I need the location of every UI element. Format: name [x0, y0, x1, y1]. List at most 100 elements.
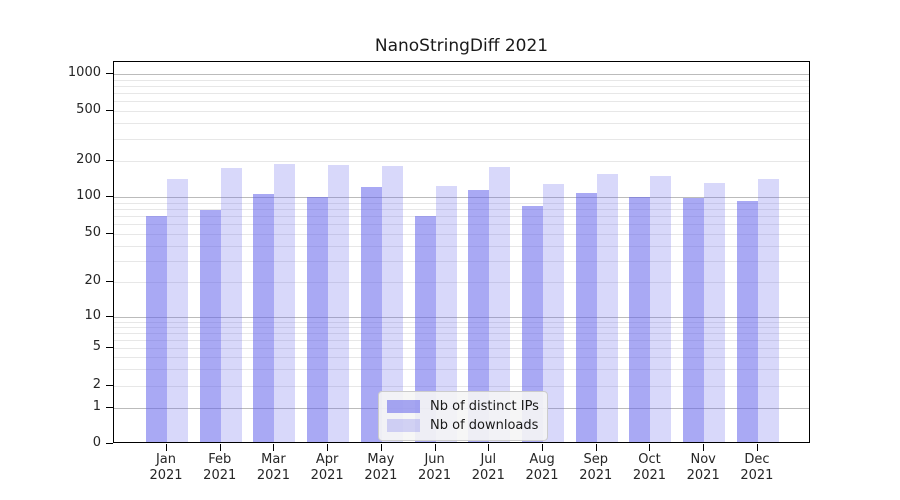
bar-distinct-ips-may: [360, 187, 382, 442]
gridline-minor-8: [114, 326, 809, 328]
month-year: 2021: [471, 468, 505, 483]
x-tick-label-mar: Mar 2021: [243, 452, 303, 484]
gridline-major-1000: [114, 74, 809, 75]
month-name: Aug: [529, 452, 555, 467]
x-tick-label-jul: Jul 2021: [458, 452, 518, 484]
y-tick-label-200: 200: [76, 152, 101, 167]
y-tick-mark-500: [106, 110, 113, 111]
month-year: 2021: [364, 468, 398, 483]
gridline-minor-80: [114, 208, 809, 210]
month-name: Jun: [424, 452, 445, 467]
x-tick-label-jan: Jan 2021: [136, 452, 196, 484]
y-tick-mark-20: [106, 281, 113, 282]
x-tick-mark-oct: [649, 444, 651, 451]
bar-downloads-feb: [220, 168, 242, 442]
gridline-major-100: [114, 197, 809, 198]
x-tick-mark-aug: [542, 444, 544, 451]
gridline-minor-400: [114, 123, 809, 125]
month-year: 2021: [149, 468, 183, 483]
month-year: 2021: [632, 468, 667, 483]
month-name: Mar: [261, 452, 286, 467]
month-name: Jan: [155, 452, 177, 467]
bar-distinct-ips-jul: [468, 190, 490, 442]
x-tick-mark-nov: [703, 444, 705, 451]
gridline-minor-200: [114, 161, 809, 162]
bar-distinct-ips-oct: [629, 196, 651, 442]
month-name: Sep: [583, 452, 608, 467]
y-tick-label-1000: 1000: [67, 65, 101, 80]
bar-downloads-mar: [274, 163, 296, 442]
gridline-minor-9: [114, 321, 809, 323]
gridline-minor-30: [114, 260, 809, 262]
y-tick-label-50: 50: [84, 225, 101, 240]
legend-swatch-distinct-ips: [387, 400, 420, 413]
month-name: Dec: [744, 452, 770, 467]
bar-distinct-ips-sep: [575, 192, 597, 442]
month-name: Feb: [208, 452, 232, 467]
month-name: Apr: [315, 452, 339, 467]
y-tick-label-20: 20: [84, 273, 101, 288]
bar-downloads-jul: [489, 167, 511, 442]
gridline-minor-2: [114, 386, 809, 387]
gridline-minor-7: [114, 332, 809, 334]
gridline-minor-5: [114, 348, 809, 349]
bar-downloads-jun: [435, 185, 457, 442]
month-year: 2021: [525, 468, 559, 483]
y-tick-mark-100: [106, 196, 113, 197]
bar-distinct-ips-apr: [307, 197, 329, 442]
bar-distinct-ips-mar: [253, 194, 275, 442]
y-tick-mark-10: [106, 316, 113, 317]
month-year: 2021: [740, 468, 774, 483]
gridline-minor-6: [114, 339, 809, 341]
x-tick-label-apr: Apr 2021: [297, 452, 357, 484]
x-tick-label-aug: Aug 2021: [512, 452, 572, 484]
legend-label-downloads: Nb of downloads: [430, 418, 539, 433]
y-tick-mark-0: [106, 443, 113, 444]
gridline-minor-800: [114, 85, 809, 87]
legend-label-distinct-ips: Nb of distinct IPs: [430, 399, 539, 414]
legend-row-downloads: Nb of downloads: [387, 416, 539, 435]
bar-distinct-ips-nov: [683, 198, 705, 442]
x-tick-mark-apr: [327, 444, 329, 451]
month-name: Nov: [690, 452, 716, 467]
y-tick-label-2: 2: [92, 377, 101, 392]
x-tick-label-feb: Feb 2021: [190, 452, 250, 484]
bar-downloads-aug: [543, 184, 565, 442]
bar-distinct-ips-jun: [414, 216, 436, 442]
bar-distinct-ips-feb: [199, 209, 221, 442]
x-tick-mark-jul: [488, 444, 490, 451]
month-year: 2021: [686, 468, 720, 483]
y-tick-mark-5: [106, 347, 113, 348]
x-tick-mark-sep: [595, 444, 597, 451]
gridline-minor-300: [114, 138, 809, 140]
y-tick-mark-50: [106, 233, 113, 234]
y-tick-mark-1: [106, 407, 113, 408]
bar-distinct-ips-jan: [146, 215, 167, 442]
bar-downloads-dec: [757, 179, 779, 442]
gridline-minor-3: [114, 369, 809, 371]
bar-downloads-oct: [650, 176, 672, 442]
month-name: Oct: [638, 452, 661, 467]
month-year: 2021: [203, 468, 237, 483]
x-tick-label-may: May 2021: [351, 452, 411, 484]
legend-swatch-downloads: [387, 419, 420, 432]
gridline-minor-700: [114, 93, 809, 95]
bar-distinct-ips-aug: [522, 205, 544, 442]
y-tick-label-5: 5: [92, 339, 101, 354]
gridline-minor-900: [114, 79, 809, 81]
bar-downloads-may: [381, 165, 403, 442]
x-tick-label-nov: Nov 2021: [673, 452, 733, 484]
month-year: 2021: [579, 468, 613, 483]
gridline-minor-60: [114, 224, 809, 226]
y-tick-mark-1000: [106, 73, 113, 74]
gridline-minor-20: [114, 282, 809, 283]
x-tick-label-dec: Dec 2021: [727, 452, 787, 484]
x-tick-mark-feb: [219, 444, 221, 451]
bar-downloads-apr: [328, 165, 350, 442]
chart-title: NanoStringDiff 2021: [374, 36, 549, 56]
month-year: 2021: [310, 468, 344, 483]
bar-downloads-nov: [704, 182, 726, 442]
gridline-minor-40: [114, 245, 809, 247]
legend-row-distinct-ips: Nb of distinct IPs: [387, 397, 539, 416]
